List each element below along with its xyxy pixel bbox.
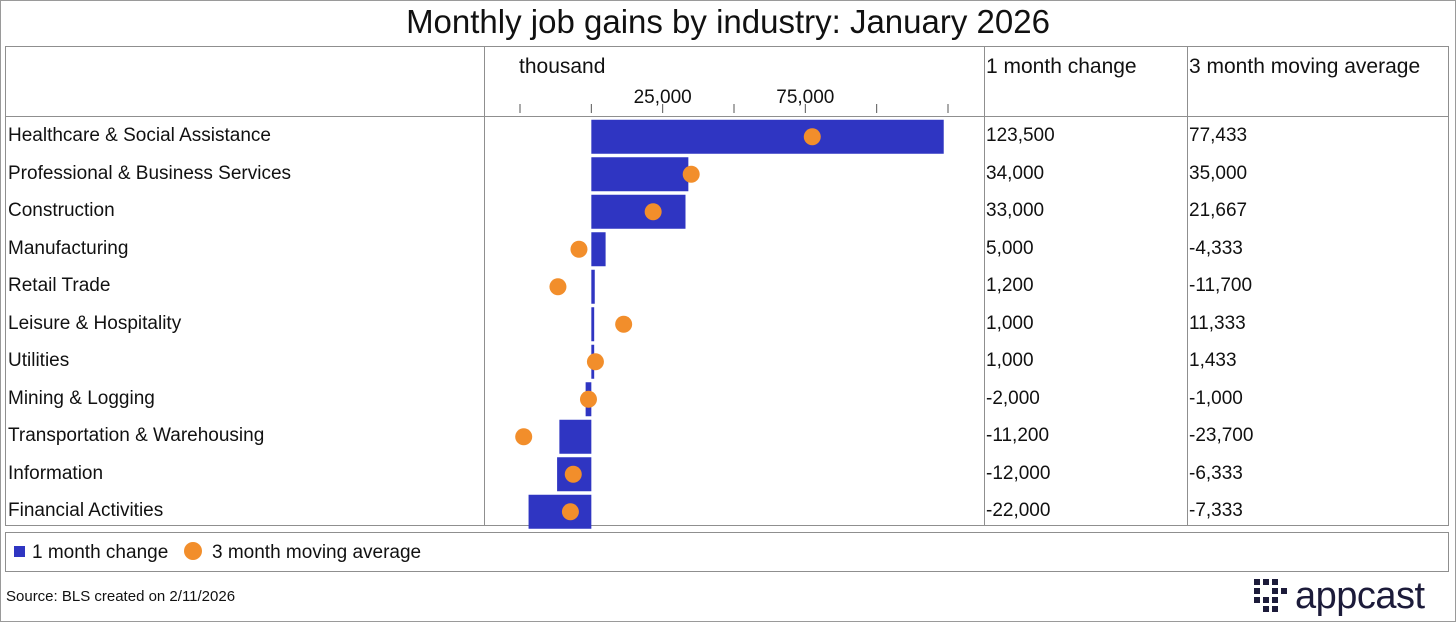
change-bar (591, 194, 686, 229)
three-month-average-value: -11,700 (1189, 275, 1253, 296)
three-month-average-value: 21,667 (1189, 200, 1248, 221)
appcast-logo-icon (1254, 579, 1287, 612)
legend-average-label: 3 month moving average (212, 542, 422, 563)
three-month-average-value: 1,433 (1189, 350, 1237, 371)
moving-average-dot (682, 165, 700, 183)
industry-label: Manufacturing (8, 237, 129, 259)
three-month-average-value: 77,433 (1189, 125, 1248, 146)
three-month-average-value: -7,333 (1189, 500, 1243, 521)
moving-average-dot (515, 428, 533, 446)
change-bar (591, 157, 689, 192)
one-month-change-value: 33,000 (986, 200, 1045, 221)
legend-change-label: 1 month change (32, 542, 169, 563)
header-one-month-change: 1 month change (986, 55, 1137, 78)
one-month-change-value: 5,000 (986, 237, 1034, 259)
x-axis-tick-label: 25,000 (634, 87, 692, 108)
change-bar (591, 269, 595, 304)
one-month-change-value: 1,000 (986, 312, 1034, 334)
table-border (5, 46, 1449, 526)
three-month-average-value: -23,700 (1189, 425, 1254, 446)
change-bar (591, 232, 606, 267)
industry-label: Utilities (8, 350, 70, 371)
industry-label: Transportation & Warehousing (8, 425, 265, 446)
industry-label: Financial Activities (8, 500, 164, 521)
industry-label: Information (8, 462, 104, 484)
industry-label: Retail Trade (8, 275, 111, 296)
moving-average-dot (615, 315, 633, 333)
one-month-change-value: 1,000 (986, 350, 1034, 371)
three-month-average-value: -1,000 (1189, 387, 1243, 409)
column-divider-chart (484, 46, 485, 526)
moving-average-dot (579, 390, 597, 408)
three-month-average-value: -4,333 (1189, 237, 1243, 259)
moving-average-dot (549, 278, 567, 296)
header-divider (5, 116, 1449, 117)
change-bar (591, 307, 595, 342)
source-note: Source: BLS created on 2/11/2026 (6, 588, 236, 605)
industry-label: Mining & Logging (8, 387, 155, 409)
one-month-change-value: -12,000 (986, 462, 1051, 484)
moving-average-dot (644, 203, 662, 221)
moving-average-dot (586, 353, 604, 371)
column-divider-average (1187, 46, 1188, 526)
legend-bar-swatch (14, 546, 25, 557)
industry-label: Construction (8, 200, 115, 221)
change-bar (528, 494, 592, 529)
one-month-change-value: -2,000 (986, 387, 1040, 409)
moving-average-dot (570, 240, 588, 258)
legend-dot-swatch (184, 542, 202, 560)
one-month-change-value: -11,200 (986, 425, 1050, 446)
chart-title: Monthly job gains by industry: January 2… (406, 3, 1050, 40)
one-month-change-value: 1,200 (986, 275, 1034, 296)
moving-average-dot (561, 503, 579, 521)
moving-average-dot (803, 128, 821, 146)
one-month-change-value: -22,000 (986, 500, 1051, 521)
one-month-change-value: 123,500 (986, 125, 1055, 146)
change-bar (591, 119, 944, 154)
three-month-average-value: 11,333 (1189, 312, 1246, 334)
industry-label: Healthcare & Social Assistance (8, 125, 271, 146)
industry-label: Leisure & Hospitality (8, 312, 182, 334)
unit-label: thousand (519, 55, 606, 78)
three-month-average-value: 35,000 (1189, 162, 1248, 184)
change-bar (559, 419, 592, 454)
legend (5, 532, 1449, 572)
appcast-logo-text: appcast (1295, 575, 1425, 617)
x-axis-tick-label: 75,000 (776, 87, 834, 108)
header-three-month-average: 3 month moving average (1189, 55, 1421, 78)
three-month-average-value: -6,333 (1189, 462, 1243, 484)
moving-average-dot (564, 465, 582, 483)
one-month-change-value: 34,000 (986, 162, 1045, 184)
industry-label: Professional & Business Services (8, 162, 292, 184)
column-divider-change (984, 46, 985, 526)
